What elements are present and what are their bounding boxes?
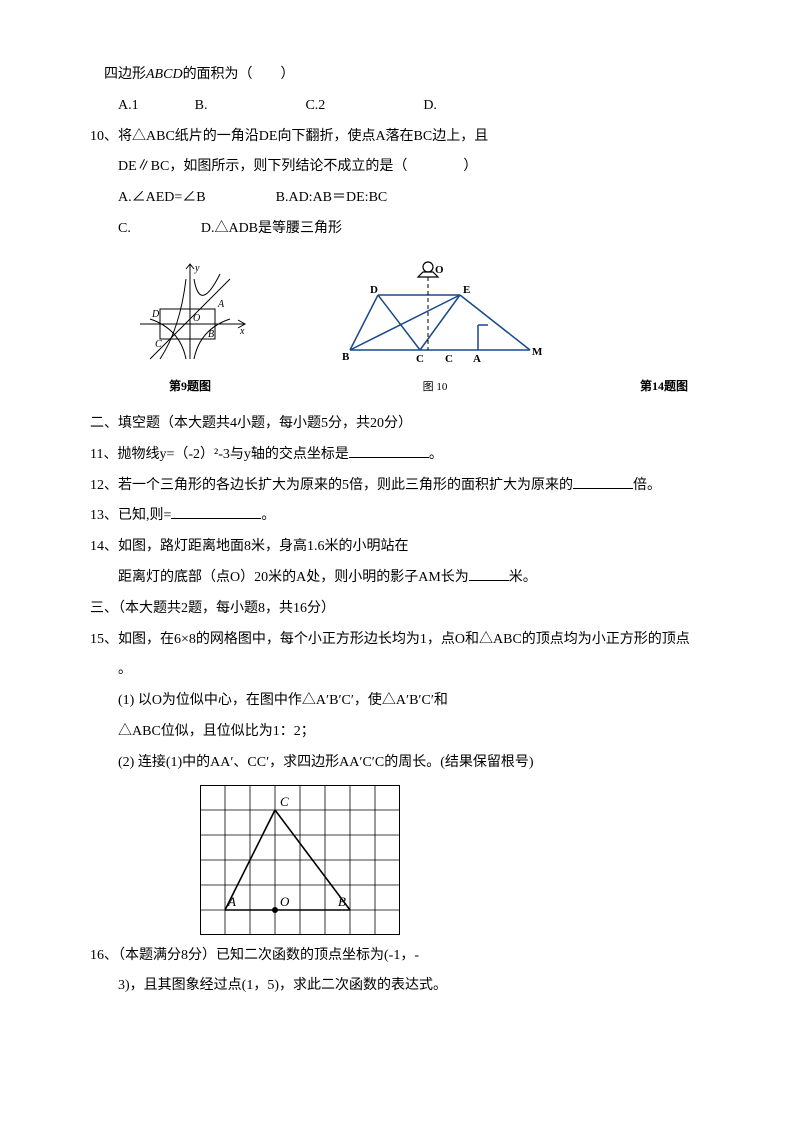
svg-text:A: A [227, 894, 236, 909]
q10-line2: DE∥BC，如图所示，则下列结论不成立的是（ ） [90, 152, 740, 183]
q9-stem: 四边形ABCD的面积为（ ） [90, 60, 740, 91]
figure-10: O D E B C A M C 图 10 [320, 255, 550, 399]
q15-part1b: △ABC位似，且位似比为1：2； [90, 717, 740, 748]
figure-14-caption: 第14题图 [640, 373, 688, 399]
svg-text:B: B [338, 894, 346, 909]
svg-text:C: C [445, 353, 453, 365]
figure-9-caption: 第9题图 [169, 373, 211, 399]
q10-opt-c: C. [118, 221, 131, 236]
q9-options: A.1 B. C.2 D. [90, 91, 740, 122]
svg-text:A: A [473, 353, 481, 365]
svg-text:C: C [155, 339, 162, 350]
svg-text:x: x [239, 326, 245, 337]
q10-opt-a: A.∠AED=∠B [118, 190, 206, 205]
q12: 12、若一个三角形的各边长扩大为原来的5倍，则此三角形的面积扩大为原来的倍。 [90, 471, 740, 502]
q10-options-cd: C. D.△ADB是等腰三角形 [90, 214, 740, 245]
svg-text:E: E [463, 284, 470, 296]
q15-line1: 15、如图，在6×8的网格图中，每个小正方形边长均为1，点O和△ABC的顶点均为… [90, 625, 740, 656]
figure-15-svg: A O B C [200, 785, 400, 935]
q15-part2: (2) 连接(1)中的AA′、CC′，求四边形AA′C′C的周长。(结果保留根号… [90, 748, 740, 779]
section2-heading: 二、填空题（本大题共4小题，每小题5分，共20分） [90, 409, 740, 440]
q16-line1: 16、（本题满分8分）已知二次函数的顶点坐标为(-1，- [90, 941, 740, 972]
math-exam-page: 四边形ABCD的面积为（ ） A.1 B. C.2 D. 10、将△ABC纸片的… [0, 0, 800, 1042]
q9-opt-b: B. [195, 98, 208, 113]
svg-text:B: B [208, 329, 214, 340]
svg-text:C: C [416, 353, 424, 365]
svg-text:D: D [151, 309, 160, 320]
svg-text:O: O [193, 313, 200, 324]
figure-15-grid: A O B C [200, 785, 740, 935]
figures-row: y x A B C D O 第9题图 [130, 255, 740, 399]
figure-9: y x A B C D O 第9题图 [130, 259, 250, 399]
q9-opt-d: D. [423, 98, 437, 113]
q15-line1b: 。 [90, 655, 740, 686]
blank [171, 504, 261, 519]
q10-opt-b: B.AD:AB＝DE:BC [276, 190, 388, 205]
q11: 11、抛物线y=（-2）²-3与y轴的交点坐标是。 [90, 440, 740, 471]
blank [573, 474, 633, 489]
svg-text:D: D [370, 284, 378, 296]
figure-9-svg: y x A B C D O [130, 259, 250, 369]
figure-10-svg: O D E B C A M C [320, 255, 550, 375]
blank [469, 566, 509, 581]
q10-options-ab: A.∠AED=∠B B.AD:AB＝DE:BC [90, 183, 740, 214]
svg-text:y: y [194, 263, 200, 274]
svg-text:A: A [217, 299, 225, 310]
svg-text:O: O [435, 264, 444, 276]
blank [349, 443, 429, 458]
svg-text:B: B [342, 351, 350, 363]
q9-opt-a: A.1 [118, 98, 139, 113]
q16-line2: 3)，且其图象经过点(1，5)，求此二次函数的表达式。 [90, 971, 740, 1002]
q14-line1: 14、如图，路灯距离地面8米，身高1.6米的小明站在 [90, 532, 740, 563]
svg-text:C: C [280, 794, 289, 809]
q10-opt-d: D.△ADB是等腰三角形 [201, 221, 342, 236]
q10-line1: 10、将△ABC纸片的一角沿DE向下翻折，使点A落在BC边上，且 [90, 122, 740, 153]
q14-line2: 距离灯的底部（点O）20米的A处，则小明的影子AM长为米。 [90, 563, 740, 594]
figure-10-caption: 图 10 [423, 375, 448, 399]
q15-part1a: (1) 以O为位似中心，在图中作△A′B′C′，使△A′B′C′和 [90, 686, 740, 717]
q13: 13、已知,则=。 [90, 501, 740, 532]
svg-text:M: M [532, 346, 543, 358]
section3-heading: 三、（本大题共2题，每小题8，共16分） [90, 594, 740, 625]
svg-text:O: O [280, 894, 290, 909]
q9-opt-c: C.2 [305, 98, 325, 113]
